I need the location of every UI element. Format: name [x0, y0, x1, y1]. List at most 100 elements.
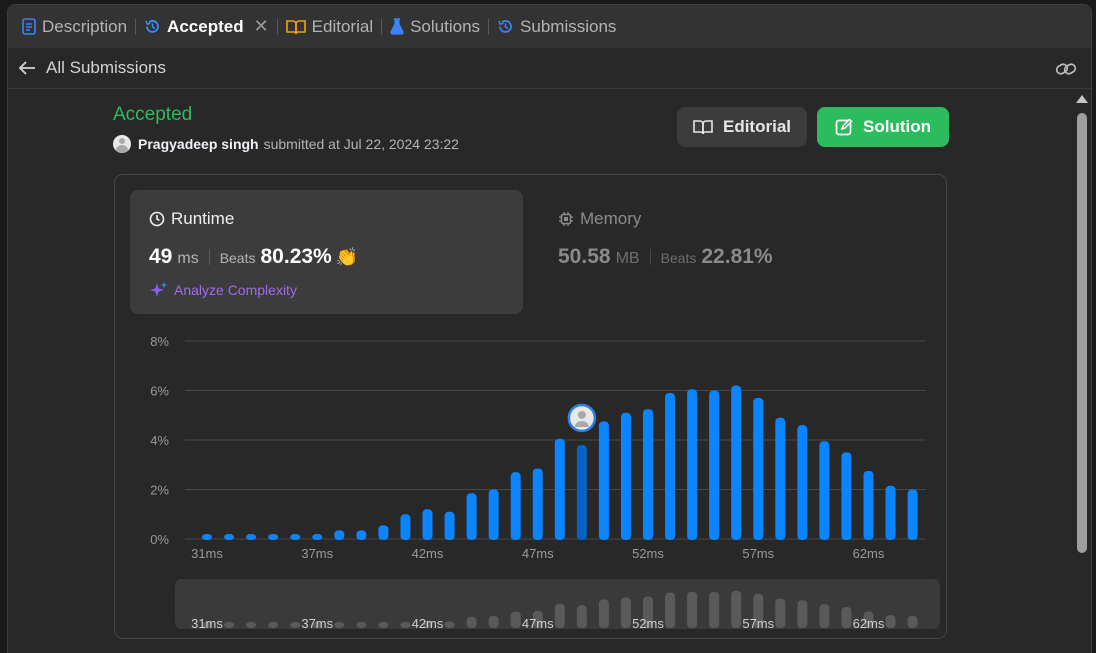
x-tick-label: 62ms — [853, 546, 885, 561]
chart-bar[interactable] — [422, 509, 433, 540]
editorial-button[interactable]: Editorial — [677, 107, 807, 147]
tab-submissions[interactable]: Submissions — [489, 5, 624, 48]
solution-button[interactable]: Solution — [817, 107, 949, 147]
chart-bar[interactable] — [466, 493, 477, 540]
chart-bar[interactable] — [202, 534, 212, 540]
all-submissions-link[interactable]: All Submissions — [46, 58, 166, 77]
edit-icon — [835, 118, 853, 136]
chart-bar[interactable] — [312, 534, 323, 540]
chart-bar[interactable] — [885, 485, 896, 540]
history-icon — [145, 20, 159, 33]
chart-bar[interactable] — [246, 534, 257, 540]
x-tick-label: 31ms — [191, 546, 223, 561]
tab-submissions-label: Submissions — [520, 16, 617, 36]
scroll-up-icon[interactable] — [1076, 95, 1088, 103]
chart-bar[interactable] — [554, 438, 565, 540]
user-marker-head-icon — [577, 410, 586, 419]
mini-chart-bar — [488, 616, 499, 628]
mini-chart-bar — [576, 605, 587, 628]
scrollbar-thumb[interactable] — [1077, 113, 1087, 553]
mini-chart-bar — [841, 607, 852, 628]
chart-bar[interactable] — [687, 389, 698, 540]
chart-bar[interactable] — [488, 489, 499, 541]
mini-chart-bar — [775, 598, 786, 628]
tab-solutions[interactable]: Solutions — [382, 5, 488, 48]
memory-metric: 50.58 MB Beats 22.81% — [558, 245, 773, 269]
mini-chart-bar — [532, 610, 543, 628]
y-tick-label: 6% — [150, 384, 169, 399]
runtime-card[interactable] — [130, 190, 523, 314]
runtime-beats-value: 80.23% — [260, 245, 332, 268]
y-tick-label: 8% — [150, 334, 169, 349]
chart-bar[interactable] — [709, 390, 720, 541]
chart-bar[interactable] — [334, 530, 345, 540]
mini-chart-bar — [819, 604, 830, 628]
analyze-complexity-label: Analyze Complexity — [174, 282, 297, 298]
avatar[interactable] — [113, 135, 131, 153]
tab-accepted[interactable]: Accepted ✕ — [136, 5, 277, 48]
username[interactable]: Pragyadeep singh — [138, 136, 259, 152]
mini-chart-bar — [863, 611, 874, 628]
tab-description-label: Description — [42, 16, 128, 36]
tab-divider — [488, 18, 490, 35]
chart-bar[interactable] — [532, 468, 543, 540]
chart-bar[interactable] — [731, 385, 742, 540]
memory-label: Memory — [580, 209, 642, 228]
chart-bar[interactable] — [510, 472, 521, 540]
back-arrow-icon[interactable] — [18, 60, 36, 76]
x-tick-label: 37ms — [301, 546, 333, 561]
tab-solutions-label: Solutions — [410, 16, 481, 36]
mini-chart-bar — [312, 622, 323, 628]
chart-bar[interactable] — [356, 530, 367, 540]
chart-bar[interactable] — [576, 444, 587, 540]
x-tick-label: 52ms — [632, 546, 664, 561]
submission-status: Accepted — [113, 104, 193, 125]
tab-editorial[interactable]: Editorial — [278, 5, 381, 48]
close-icon[interactable]: ✕ — [253, 16, 269, 36]
mini-chart-bar — [444, 621, 455, 628]
mini-chart-bar — [687, 591, 698, 628]
flask-icon — [390, 18, 404, 35]
chart-bar[interactable] — [753, 397, 764, 540]
subheader: All Submissions — [8, 48, 1091, 89]
chart-bar[interactable] — [907, 489, 918, 541]
chart-bar[interactable] — [643, 409, 653, 540]
chart-bar[interactable] — [775, 417, 786, 540]
chart-bar[interactable] — [400, 514, 411, 540]
tab-divider — [135, 18, 137, 35]
chart-bar[interactable] — [598, 421, 609, 540]
editorial-button-label: Editorial — [722, 117, 791, 136]
mini-chart-bar — [334, 622, 345, 628]
chart-bar[interactable] — [444, 511, 455, 540]
chart-bar[interactable] — [620, 412, 631, 540]
link-icon[interactable] — [1055, 60, 1077, 83]
chart-bar[interactable] — [378, 525, 389, 540]
chart-bar[interactable] — [268, 534, 279, 540]
y-tick-label: 2% — [150, 483, 169, 498]
tab-accepted-label: Accepted — [167, 16, 244, 36]
chart-bar[interactable] — [290, 534, 301, 540]
tab-divider — [276, 18, 278, 35]
book-icon — [693, 120, 713, 135]
vertical-scrollbar[interactable] — [1073, 89, 1091, 653]
chart-bar[interactable] — [797, 425, 808, 540]
mini-chart-bar — [620, 597, 631, 628]
mini-x-tick-label: 52ms — [632, 616, 664, 631]
submitter-info: Pragyadeep singh submitted at Jul 22, 20… — [113, 135, 459, 153]
chart-bar[interactable] — [224, 534, 235, 540]
mini-chart-bar — [290, 622, 301, 628]
tab-description[interactable]: Description — [8, 5, 135, 48]
mini-x-tick-label: 31ms — [191, 616, 223, 631]
chart-bar[interactable] — [665, 392, 676, 540]
chart-bar[interactable] — [819, 441, 830, 540]
mini-chart-bar — [224, 622, 235, 628]
mini-chart-bar — [731, 590, 742, 628]
chart-bar[interactable] — [841, 452, 852, 540]
tab-bar: Description Accepted ✕ Editorial Solutio… — [8, 5, 1091, 48]
mini-chart-bar — [356, 622, 367, 628]
tab-editorial-label: Editorial — [311, 16, 374, 36]
mini-chart-bar — [268, 622, 279, 628]
chart-bar[interactable] — [863, 470, 874, 540]
analyze-complexity-link[interactable]: Analyze Complexity — [150, 281, 297, 299]
